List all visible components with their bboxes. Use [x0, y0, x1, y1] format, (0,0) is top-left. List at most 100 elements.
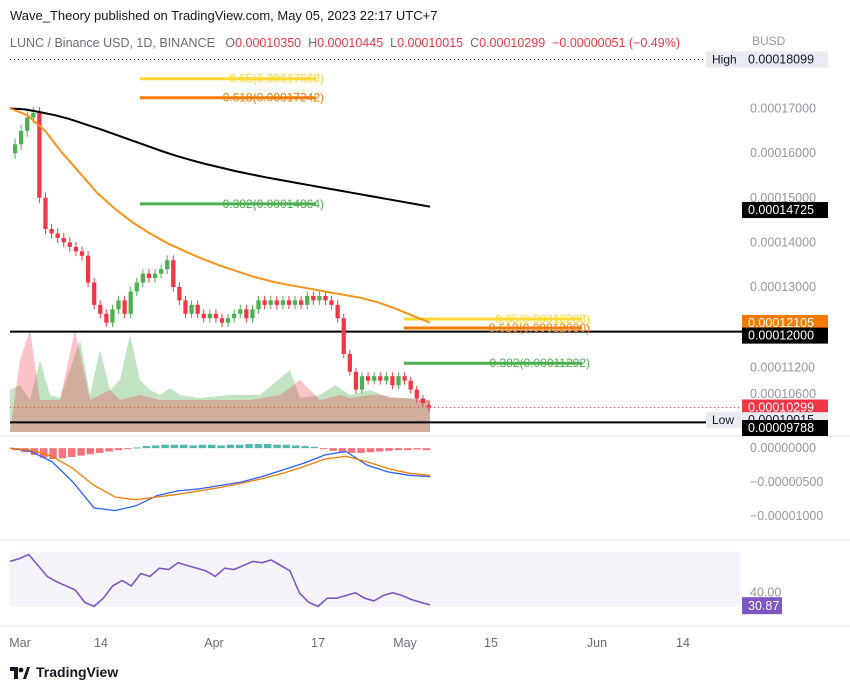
candle	[244, 309, 249, 319]
candle	[207, 313, 212, 319]
volume-area-up	[10, 335, 430, 432]
macd-histogram-bar	[105, 448, 113, 452]
x-axis: Mar 14 Apr 17 May 15 Jun 14	[9, 636, 690, 650]
macd-histogram-bar	[58, 448, 67, 459]
candle	[31, 113, 36, 118]
x-tick-label: 15	[484, 636, 498, 650]
candle	[359, 376, 365, 390]
price-tag-value: 0.00010299	[748, 401, 814, 415]
candle	[219, 318, 225, 323]
price-tag: High 0.00018099	[706, 51, 828, 68]
candle	[55, 233, 60, 238]
tradingview-brand[interactable]: TradingView	[10, 664, 118, 680]
candle	[299, 300, 304, 305]
macd-pane: 0.00000000 −0.00000500 −0.00001000	[9, 441, 823, 523]
candle	[414, 389, 419, 399]
x-tick-label: May	[393, 636, 417, 650]
x-tick-label: Apr	[204, 636, 223, 650]
fib-label: 0.65(0.00012283)	[495, 312, 590, 326]
candle	[98, 304, 103, 314]
price-tag-bg	[742, 327, 828, 344]
candle	[165, 260, 170, 270]
macd-histogram-bar	[394, 448, 403, 451]
x-tick-label: 14	[94, 636, 108, 650]
volume-area-down	[10, 330, 430, 432]
price-tag: 0.00012000	[742, 327, 828, 344]
macd-y-tick-label: −0.00001000	[750, 509, 823, 523]
candle	[311, 295, 316, 301]
ohlc-change: −0.00000051 (−0.49%)	[552, 36, 680, 50]
candle	[67, 242, 72, 247]
candle	[384, 376, 389, 381]
macd-histogram-bar	[366, 448, 375, 453]
author-line: Wave_Theory published on TradingView.com…	[10, 8, 438, 23]
fib-label: 0.382(0.00011292)	[489, 356, 590, 370]
macd-histogram-bar	[348, 448, 356, 453]
ohlc-open: 0.00010350	[235, 36, 302, 50]
macd-histogram-bar	[413, 448, 421, 450]
macd-histogram-bar	[198, 444, 207, 449]
y-tick-label: 0.00017000	[750, 102, 816, 116]
macd-histogram-bar	[180, 444, 188, 449]
price-tag-bg	[742, 202, 828, 219]
ema-short-line	[9, 107, 431, 324]
price-tag-value: 0.00012000	[748, 329, 814, 343]
candle	[353, 371, 359, 390]
candle	[408, 380, 413, 390]
candle	[61, 237, 66, 243]
macd-histogram-bar	[310, 446, 319, 449]
fib-label: 0.618(0.00017242)	[223, 91, 324, 105]
candle	[305, 295, 310, 305]
ohlc-open-key: O	[225, 36, 236, 50]
candle	[329, 300, 334, 305]
macd-histogram-bar	[161, 444, 169, 449]
y-tick-label: 0.00013000	[750, 280, 816, 294]
price-tag-bg	[742, 420, 828, 436]
price-tag-label: High	[712, 52, 737, 66]
candle	[19, 130, 24, 145]
rsi-y-tick-label: 40.00	[750, 586, 781, 600]
brand-name: TradingView	[36, 664, 119, 680]
candle	[426, 405, 432, 408]
y-tick-label: 0.00015000	[750, 191, 816, 205]
candle	[73, 246, 79, 252]
rsi-band	[10, 551, 740, 607]
price-tag: 0.00014725	[742, 202, 828, 219]
candle	[420, 398, 425, 403]
y-tick-label: 0.00016000	[750, 146, 816, 160]
ohlc-high: 0.00010445	[317, 36, 384, 50]
macd-histogram-bar	[49, 448, 57, 459]
macd-histogram-bar	[86, 448, 95, 455]
y-tick-label: 0.00014000	[750, 235, 816, 249]
candle	[262, 300, 267, 305]
rsi-value-tag: 30.87	[748, 599, 779, 613]
price-tag-label-bg	[706, 51, 742, 68]
macd-histogram-bar	[329, 448, 337, 451]
macd-histogram-bar	[404, 448, 412, 451]
macd-histogram-bar	[124, 448, 132, 450]
signal-line	[9, 447, 431, 501]
rsi-value-tag-bg	[742, 597, 782, 615]
candle	[92, 282, 97, 305]
x-tick-label: 17	[311, 636, 325, 650]
macd-histogram-bar	[282, 444, 291, 449]
candle	[195, 304, 200, 314]
candle	[378, 376, 383, 381]
candle	[232, 313, 237, 319]
macd-y-tick-label: 0.00000000	[750, 441, 816, 455]
candle	[280, 300, 285, 305]
y-tick-label: 0.00011200	[750, 360, 815, 374]
x-tick-label: 14	[676, 636, 690, 650]
candle	[256, 300, 261, 310]
x-tick-label: Jun	[587, 636, 607, 650]
price-tag-value: 0.00009788	[748, 421, 814, 435]
candle	[347, 353, 352, 372]
candle	[152, 273, 158, 279]
macd-line	[9, 447, 431, 512]
candle	[85, 255, 91, 283]
macd-histogram-bar	[357, 448, 365, 453]
macd-histogram-bar	[96, 448, 104, 453]
x-tick-label: Mar	[9, 636, 31, 650]
